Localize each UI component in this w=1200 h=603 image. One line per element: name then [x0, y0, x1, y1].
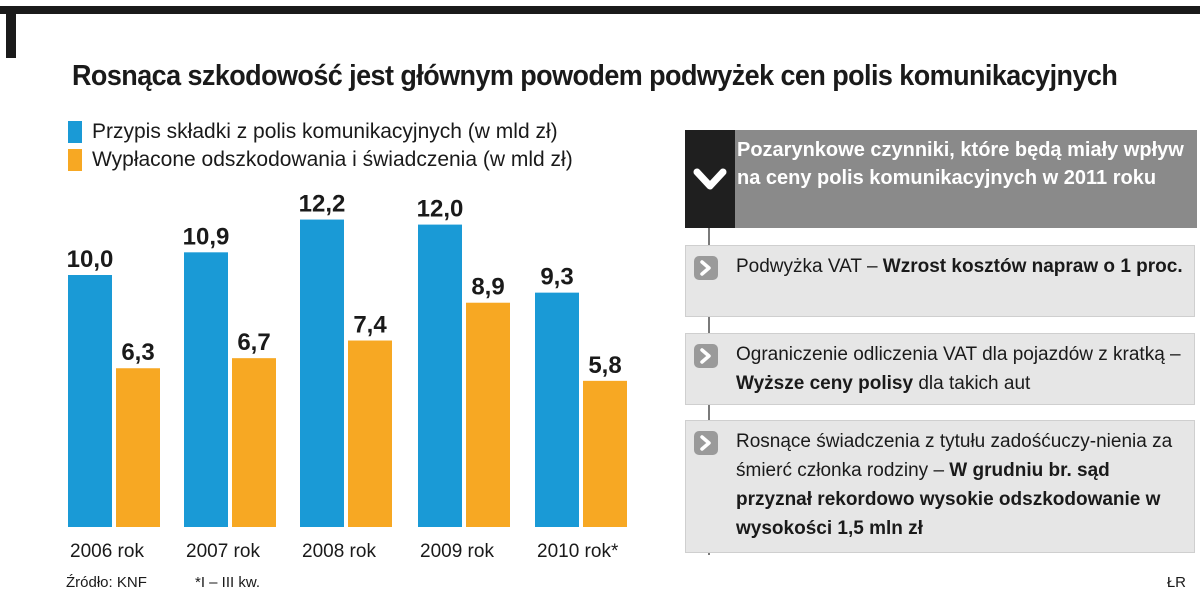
panel-badge [685, 130, 735, 228]
chevron-down-icon [693, 168, 727, 190]
category-label-2: 2008 rok [302, 541, 376, 562]
data-label-claims-0: 6,3 [121, 339, 154, 366]
frame-top-rule [0, 6, 1200, 14]
data-label-premium-2: 12,2 [299, 191, 346, 218]
category-label-1: 2007 rok [186, 541, 260, 562]
bar-claims-2 [348, 340, 392, 527]
factor-box-deduction: Ograniczenie odliczenia VAT dla pojazdów… [685, 333, 1195, 405]
data-label-claims-3: 8,9 [471, 274, 504, 301]
source-note: Źródło: KNF [66, 574, 147, 591]
legend: Przypis składki z polis komunikacyjnych … [68, 118, 573, 174]
legend-label-claims: Wypłacone odszkodowania i świadczenia (w… [92, 148, 573, 171]
data-label-claims-4: 5,8 [588, 352, 621, 379]
chevron-right-icon [700, 435, 711, 451]
bar-premium-1 [184, 252, 228, 527]
factor-box-vat-arrow [694, 256, 718, 280]
chevron-right-icon [700, 260, 711, 276]
bar-claims-0 [116, 368, 160, 527]
panel-header-text: Pozarynkowe czynniki, które będą miały w… [737, 139, 1184, 189]
bar-premium-3 [418, 224, 462, 527]
factor-box-compensation-arrow [694, 431, 718, 455]
footnote: *I – III kw. [195, 574, 261, 591]
legend-swatch-blue [68, 121, 82, 143]
data-label-premium-1: 10,9 [183, 223, 230, 250]
data-label-premium-0: 10,0 [67, 246, 114, 273]
bar-claims-1 [232, 358, 276, 527]
factor-text-compensation: Rosnące świadczenia z tytułu zadośćuczy-… [736, 431, 1173, 539]
category-label-0: 2006 rok [70, 541, 144, 562]
legend-item-claims: Wypłacone odszkodowania i świadczenia (w… [68, 146, 573, 174]
factor-text-vat: Podwyżka VAT – Wzrost kosztów napraw o 1… [736, 256, 1183, 277]
bar-premium-2 [300, 219, 344, 527]
bar-claims-3 [466, 302, 510, 527]
chart-title: Rosnąca szkodowość jest głównym powodem … [72, 60, 1118, 92]
author-initials: ŁR [1166, 574, 1186, 591]
factor-box-vat: Podwyżka VAT – Wzrost kosztów napraw o 1… [685, 245, 1195, 317]
factor-box-deduction-arrow [694, 344, 718, 368]
chevron-right-icon [700, 348, 711, 364]
bar-claims-4 [583, 380, 627, 527]
bar-chart: 10,0 6,3 2006 rok 10,9 6,7 2007 rok 12,2 7,4 200… [67, 191, 627, 562]
data-label-premium-3: 12,0 [417, 196, 464, 223]
data-label-claims-2: 7,4 [353, 312, 387, 339]
bar-premium-4 [535, 292, 579, 527]
legend-item-premiums: Przypis składki z polis komunikacyjnych … [68, 118, 573, 146]
data-label-premium-4: 9,3 [540, 264, 573, 291]
legend-swatch-orange [68, 149, 82, 171]
bar-premium-0 [68, 275, 112, 527]
factor-box-compensation: Rosnące świadczenia z tytułu zadośćuczy-… [685, 420, 1195, 553]
data-label-claims-1: 6,7 [237, 329, 270, 356]
panel-header: Pozarynkowe czynniki, które będą miały w… [685, 130, 1197, 228]
category-label-4: 2010 rok* [537, 541, 619, 562]
frame-left-rule [6, 6, 16, 58]
category-label-3: 2009 rok [420, 541, 494, 562]
factor-text-deduction: Ograniczenie odliczenia VAT dla pojazdów… [736, 344, 1181, 394]
legend-label-premiums: Przypis składki z polis komunikacyjnych … [92, 120, 558, 143]
